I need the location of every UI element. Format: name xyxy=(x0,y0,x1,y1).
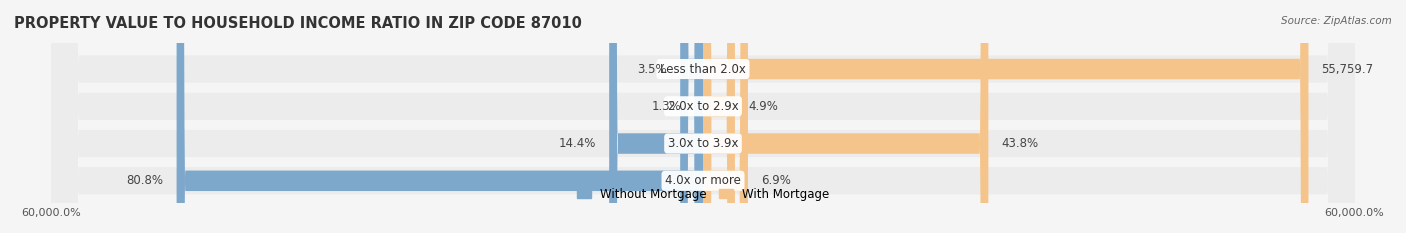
FancyBboxPatch shape xyxy=(681,0,703,233)
FancyBboxPatch shape xyxy=(609,0,703,233)
FancyBboxPatch shape xyxy=(703,0,1309,233)
Text: Source: ZipAtlas.com: Source: ZipAtlas.com xyxy=(1281,16,1392,26)
Legend: Without Mortgage, With Mortgage: Without Mortgage, With Mortgage xyxy=(572,183,834,205)
Text: 3.0x to 3.9x: 3.0x to 3.9x xyxy=(668,137,738,150)
Text: 4.0x or more: 4.0x or more xyxy=(665,174,741,187)
Text: 80.8%: 80.8% xyxy=(127,174,163,187)
Text: 43.8%: 43.8% xyxy=(1001,137,1039,150)
Text: Less than 2.0x: Less than 2.0x xyxy=(659,62,747,75)
FancyBboxPatch shape xyxy=(703,0,735,233)
Text: PROPERTY VALUE TO HOUSEHOLD INCOME RATIO IN ZIP CODE 87010: PROPERTY VALUE TO HOUSEHOLD INCOME RATIO… xyxy=(14,16,582,31)
FancyBboxPatch shape xyxy=(52,0,1354,233)
Text: 55,759.7: 55,759.7 xyxy=(1322,62,1374,75)
FancyBboxPatch shape xyxy=(695,0,703,233)
Text: 14.4%: 14.4% xyxy=(558,137,596,150)
FancyBboxPatch shape xyxy=(52,0,1354,233)
FancyBboxPatch shape xyxy=(177,0,703,233)
Text: 6.9%: 6.9% xyxy=(761,174,790,187)
FancyBboxPatch shape xyxy=(52,0,1354,233)
FancyBboxPatch shape xyxy=(703,0,988,233)
Text: 2.0x to 2.9x: 2.0x to 2.9x xyxy=(668,100,738,113)
Text: 4.9%: 4.9% xyxy=(748,100,778,113)
Text: 1.3%: 1.3% xyxy=(652,100,682,113)
Text: 3.5%: 3.5% xyxy=(637,62,668,75)
FancyBboxPatch shape xyxy=(703,0,748,233)
FancyBboxPatch shape xyxy=(52,0,1354,233)
